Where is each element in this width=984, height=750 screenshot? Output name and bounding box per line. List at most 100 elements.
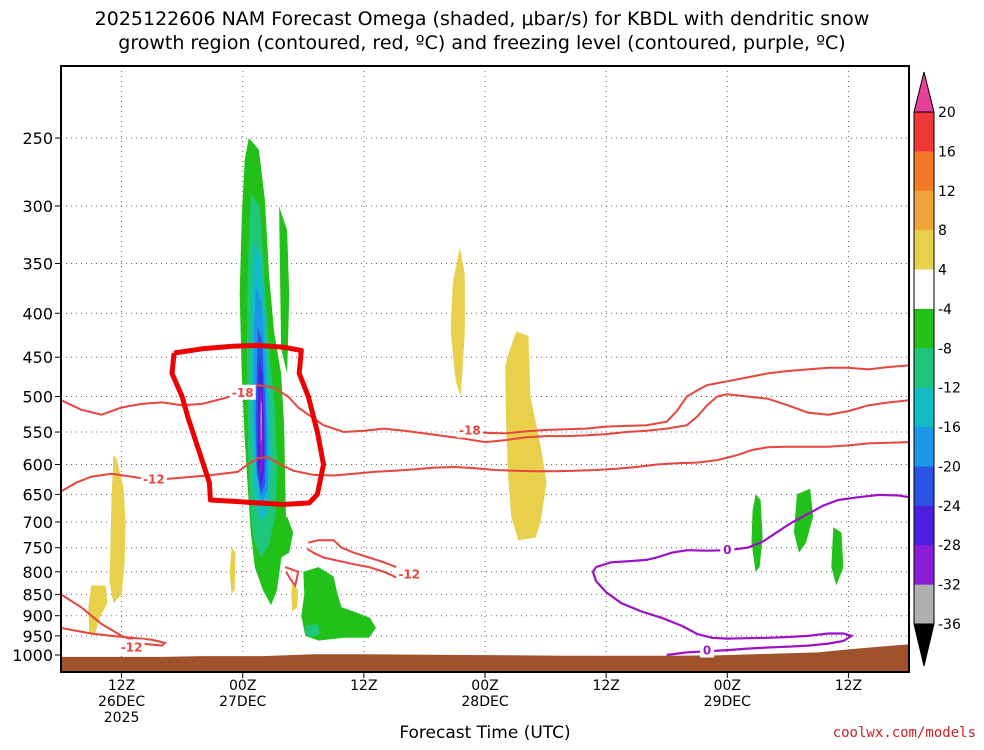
x-tick-label: 12Z [592,678,619,694]
colorbar-label: 12 [938,184,956,200]
temp-contour-label: -18 [459,424,481,438]
y-tick-label: 400 [22,304,53,323]
omega-region [109,455,126,604]
y-tick-label: 850 [22,585,53,604]
y-tick-label: 1000 [12,646,53,665]
colorbar-swatch [914,308,934,349]
temp-contour-label: -12 [121,640,143,654]
colorbar-label: 20 [938,105,956,121]
contour-label-bg [118,639,145,655]
freezing-contour-line [591,566,855,657]
x-tick-label: 00Z [714,678,741,694]
colorbar-label: -12 [938,381,961,397]
omega-region [301,567,376,641]
x-tick-label: 00Z [471,678,498,694]
omega-region [260,400,262,443]
colorbar-bottom-arrow [913,623,935,667]
colorbar-label: -4 [938,302,952,318]
x-tick-label: 00Z [229,678,256,694]
contour-label-bg [140,471,167,487]
ground-fill [61,644,909,672]
y-tick-label: 300 [22,197,53,216]
colorbar-top-arrow [913,71,935,113]
credit-link[interactable]: coolwx.com/models [833,725,976,741]
temp-contour-line [61,384,909,444]
colorbar-swatch [914,387,934,428]
colorbar-swatch [914,190,934,231]
temp-contour-line [464,364,909,435]
colorbar-swatch [914,269,934,310]
colorbar-label: -28 [938,538,961,554]
temp-contour-label: -12 [398,568,420,582]
colorbar-label: -16 [938,420,961,436]
colorbar-label: -20 [938,459,961,475]
contour-label-bg [700,642,715,658]
freezing-contour-label: 0 [703,643,711,657]
colorbar-label: 8 [938,223,947,239]
colorbar-swatch [914,584,934,625]
temp-contour-line [61,593,168,647]
x-tick-label: 29DEC [704,694,751,710]
ground-layer [61,644,909,672]
contour-label-bg [720,542,735,558]
y-tick-label: 550 [22,423,53,442]
y-tick-label: 450 [22,348,53,367]
y-axis-pressure: 250 300 350 400 450 500 550 600 650 700 750 800 850 9… [12,129,61,665]
temperature-contours: -18 -18 -12 -12 -12 [61,364,909,655]
omega-shaded-regions [88,138,844,641]
freezing-contour-line [595,493,909,569]
y-tick-label: 600 [22,455,53,474]
omega-region [291,583,299,612]
contour-label-bg [396,566,423,582]
omega-region [277,516,294,558]
freezing-level-contours: 00 [591,493,909,658]
y-tick-label: 350 [22,254,53,273]
colorbar-swatch [914,427,934,467]
x-tick-label: 2025 [104,710,140,726]
plot-area: -18-18-12-12-12 00 [60,65,910,673]
x-axis-label: Forecast Time (UTC) [399,723,570,743]
dendritic-growth-highlight [169,342,326,507]
grid-lines [61,66,909,672]
colorbar-label: -24 [938,499,961,515]
y-tick-label: 500 [22,388,53,407]
y-tick-label: 750 [22,539,53,558]
temp-contour-label: -18 [232,386,254,400]
x-tick-label: 26DEC [98,694,145,710]
colorbar-swatch [914,545,934,586]
omega-region [793,488,814,553]
x-tick-label: 27DEC [219,694,266,710]
title-line-1: 2025122606 NAM Forecast Omega (shaded, μ… [95,8,870,30]
y-tick-label: 250 [22,129,53,148]
omega-region [88,585,108,636]
x-tick-label: 12Z [835,678,862,694]
colorbar-swatch [914,466,934,507]
colorbar-swatch [914,505,934,546]
y-tick-label: 900 [22,607,53,626]
contour-label-bg [229,384,256,400]
highlight-box [169,342,326,507]
omega-region [831,527,844,586]
colorbar: 20 16 12 8 4 -4 -8 -12 -16 -20 -24 -28 -32 -36 [913,71,961,667]
temp-contour-line [284,566,300,588]
colorbar-swatch [914,112,934,152]
freezing-contour-label: 0 [723,543,731,557]
x-tick-label: 28DEC [461,694,508,710]
x-tick-label: 12Z [350,678,377,694]
colorbar-swatch [914,230,934,271]
colorbar-label: 4 [938,263,947,279]
omega-region [305,623,321,638]
y-tick-label: 650 [22,485,53,504]
y-tick-label: 700 [22,513,53,532]
colorbar-swatch [914,348,934,389]
x-tick-label: 12Z [108,678,135,694]
omega-region [751,494,763,572]
y-tick-label: 950 [22,627,53,646]
colorbar-label: -8 [938,341,952,357]
colorbar-label: -36 [938,617,961,633]
omega-region [229,547,236,595]
colorbar-label: 16 [938,144,956,160]
colorbar-swatch [914,151,934,192]
omega-region [505,331,547,541]
